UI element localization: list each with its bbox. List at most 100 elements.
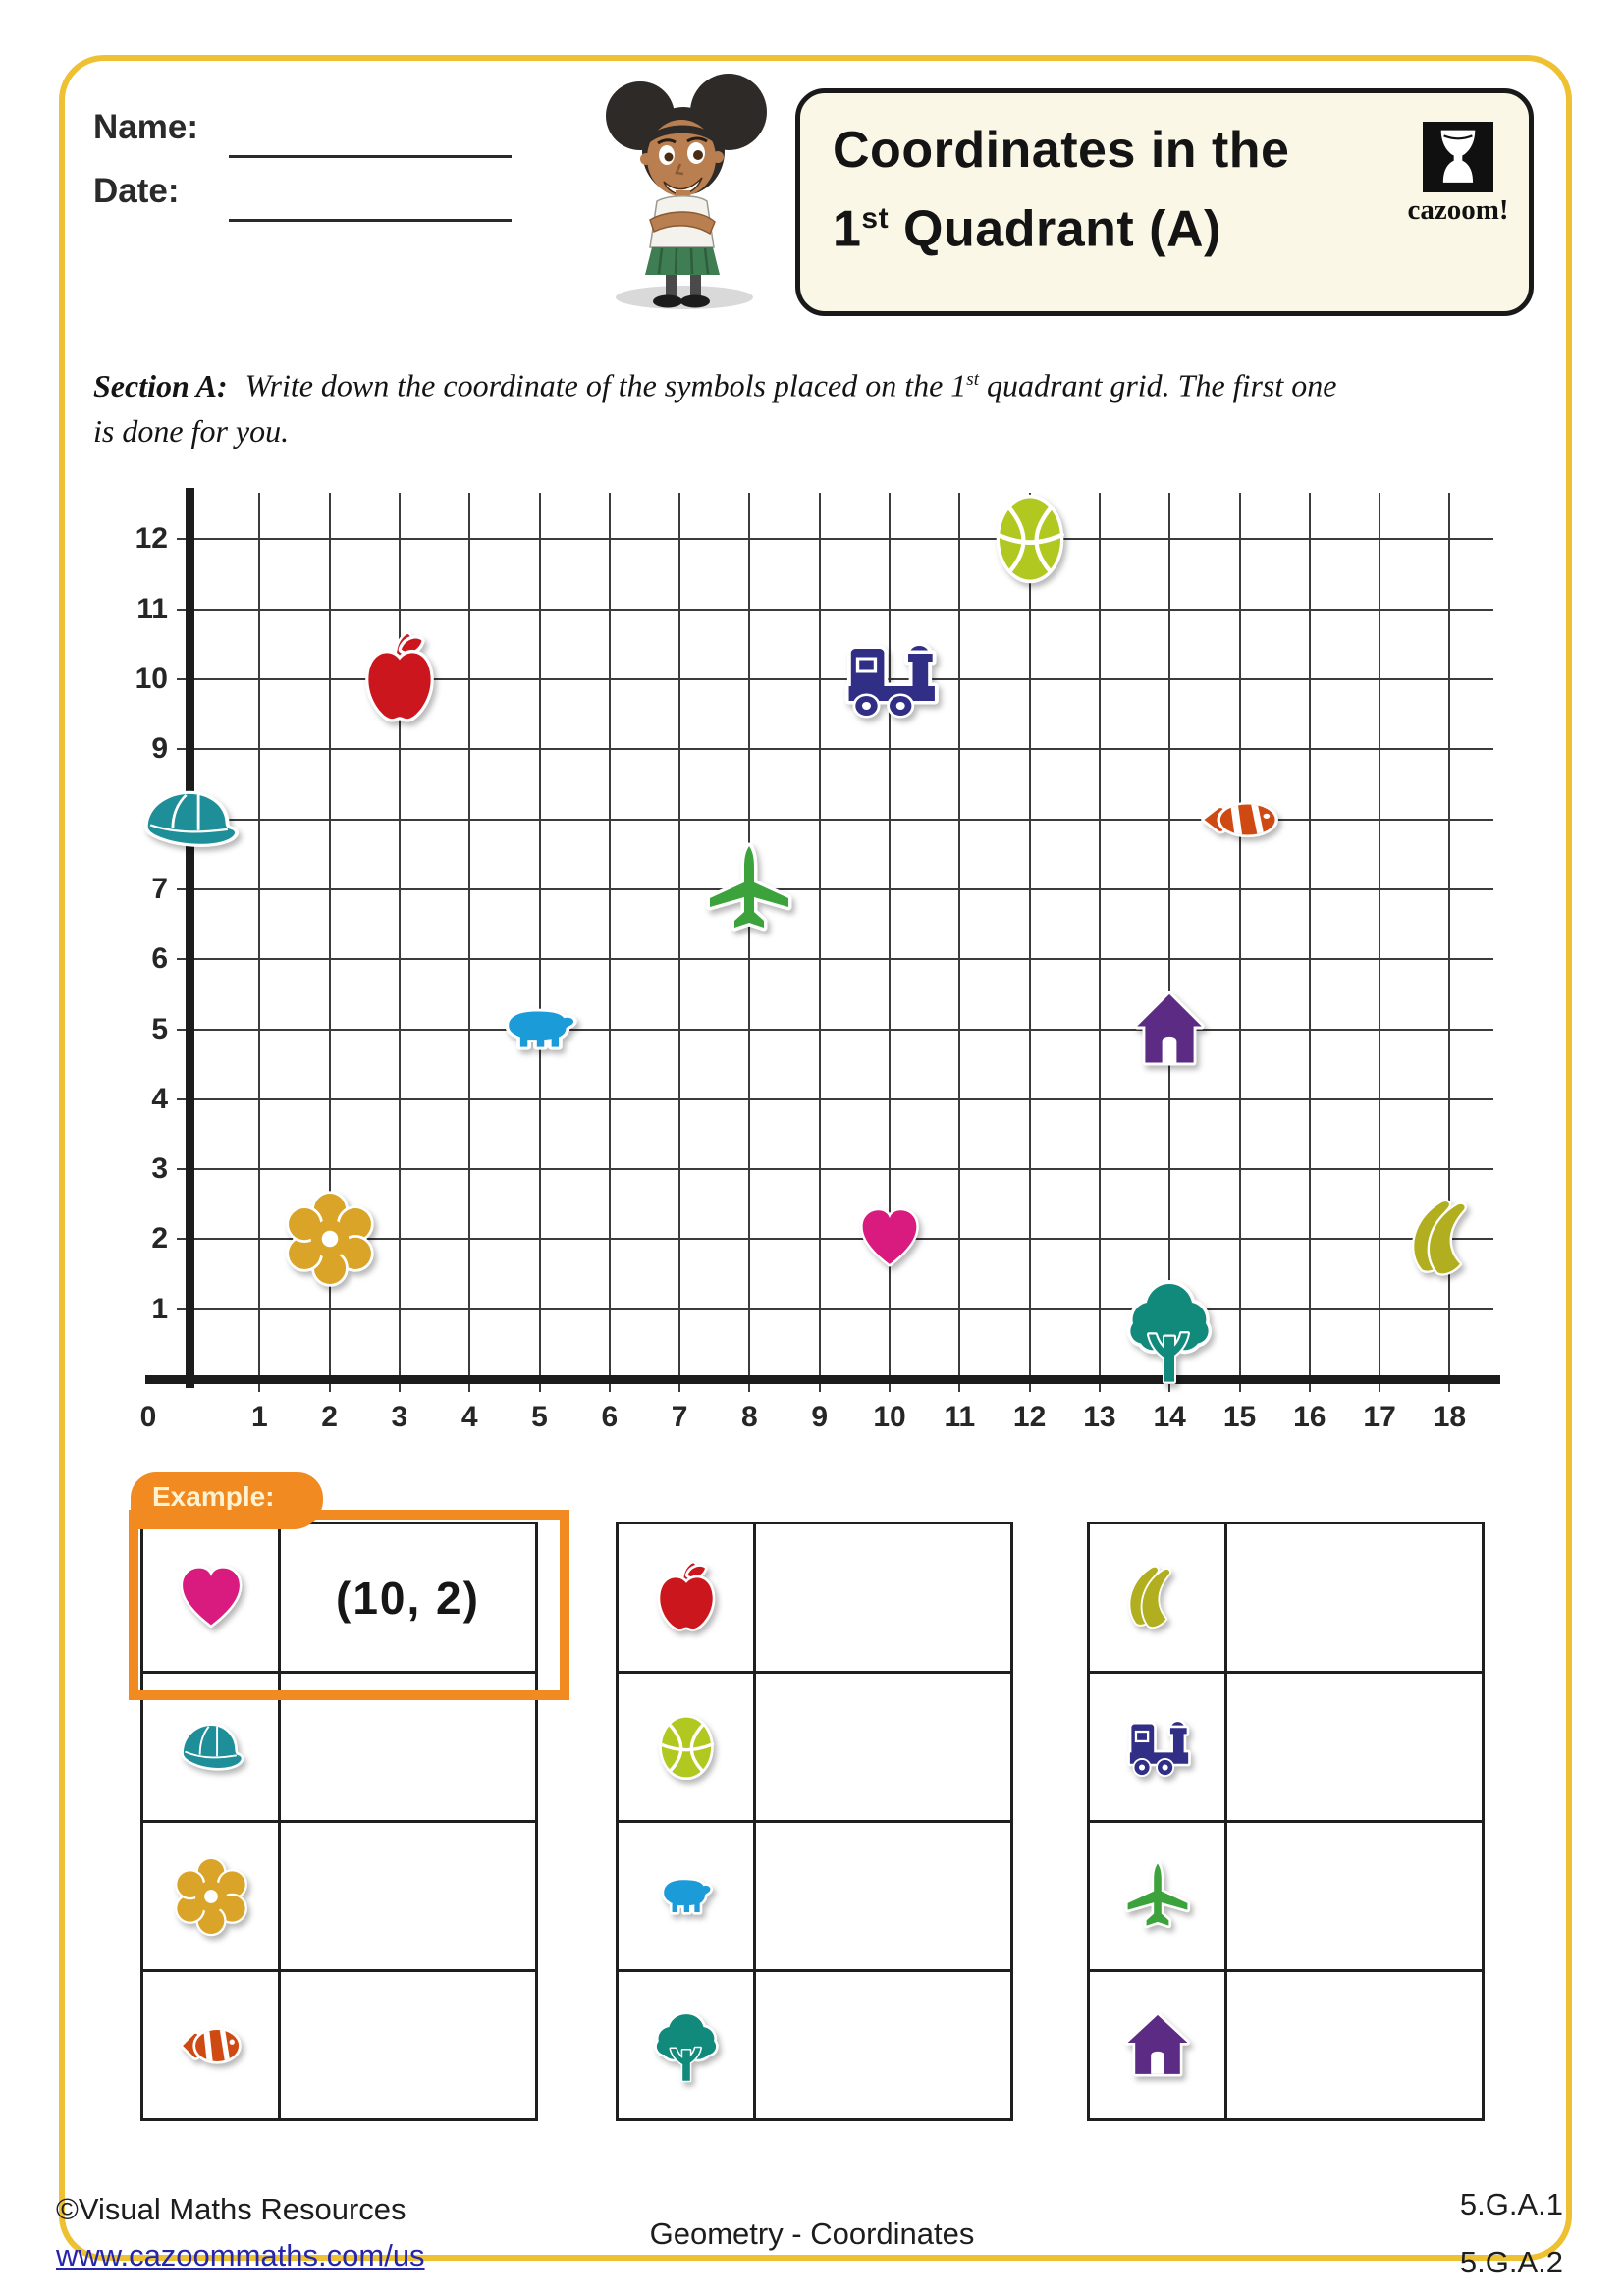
- tree-icon: [649, 2008, 724, 2083]
- flower-icon: [174, 1856, 248, 1936]
- gridline-vertical: [538, 493, 541, 1392]
- gridline-horizontal: [177, 818, 1493, 821]
- gridline-horizontal: [177, 1097, 1493, 1100]
- answer-cell[interactable]: [756, 1524, 1010, 1671]
- train-icon: [835, 630, 945, 728]
- symbol-cell: [1090, 1823, 1227, 1969]
- answer-cell[interactable]: [281, 1823, 535, 1969]
- house-icon: [1120, 2008, 1195, 2083]
- x-tick-label: 4: [460, 1401, 478, 1433]
- y-tick-label: 3: [151, 1152, 168, 1186]
- table-row: [1090, 1524, 1482, 1671]
- house-icon: [1129, 987, 1210, 1073]
- gridline-vertical: [1448, 493, 1451, 1392]
- answer-table-3: [1087, 1522, 1485, 2121]
- worksheet-title: Coordinates in the 1st Quadrant (A): [833, 122, 1290, 258]
- fish-icon: [174, 2008, 248, 2083]
- footer-credit: ©Visual Maths Resources: [56, 2192, 406, 2226]
- bear-icon: [649, 1859, 724, 1934]
- origin-label: 0: [139, 1401, 157, 1433]
- symbol-cell: [143, 1972, 281, 2118]
- basketball-icon: [649, 1710, 724, 1785]
- table-row: [143, 1969, 535, 2118]
- x-tick-label: 9: [811, 1401, 829, 1433]
- y-tick-label: 6: [151, 942, 168, 976]
- y-axis: [186, 488, 194, 1388]
- footer-standard-2: 5.G.A.2: [1459, 2245, 1563, 2279]
- name-line[interactable]: [229, 155, 512, 158]
- answer-cell[interactable]: [756, 1972, 1010, 2118]
- airplane-icon: [700, 840, 798, 938]
- x-tick-label: 13: [1083, 1401, 1116, 1433]
- symbol-cell: [619, 1823, 756, 1969]
- answer-cell[interactable]: [756, 1674, 1010, 1820]
- basketball-icon: [984, 488, 1076, 590]
- x-tick-label: 8: [741, 1401, 758, 1433]
- x-tick-label: 17: [1363, 1401, 1396, 1433]
- symbol-cell: [619, 1524, 756, 1671]
- footer-standard-1: 5.G.A.1: [1459, 2187, 1563, 2221]
- symbol-cell: [1090, 1972, 1227, 2118]
- answer-table-2: [616, 1522, 1013, 2121]
- answer-cell[interactable]: [756, 1823, 1010, 1969]
- x-axis: [145, 1375, 1500, 1384]
- gridline-vertical: [398, 493, 401, 1392]
- gridline-horizontal: [177, 608, 1493, 611]
- y-tick-label: 7: [151, 872, 168, 905]
- table-row: [619, 1969, 1010, 2118]
- gridline-horizontal: [177, 1238, 1493, 1241]
- y-tick-label: 10: [135, 663, 168, 695]
- flower-icon: [285, 1191, 375, 1288]
- gridline-vertical: [818, 493, 821, 1392]
- date-line[interactable]: [229, 219, 512, 222]
- cazoom-logo-icon: [1423, 122, 1493, 192]
- symbol-cell: [619, 1972, 756, 2118]
- answer-cell[interactable]: [1227, 1972, 1482, 2118]
- name-label: Name:: [93, 108, 198, 146]
- symbol-cell: [1090, 1674, 1227, 1820]
- fish-icon: [1193, 783, 1287, 856]
- cap-icon: [174, 1710, 248, 1785]
- x-tick-label: 3: [391, 1401, 408, 1433]
- y-tick-label: 11: [136, 592, 168, 625]
- table-row: [619, 1524, 1010, 1671]
- x-tick-label: 5: [531, 1401, 548, 1433]
- y-tick-label: 9: [151, 732, 168, 766]
- x-tick-label: 6: [601, 1401, 619, 1433]
- section-instruction: Section A: Write down the coordinate of t…: [93, 367, 1337, 449]
- answer-cell[interactable]: [281, 1972, 535, 2118]
- answer-cell[interactable]: [1227, 1674, 1482, 1820]
- banana-icon: [1120, 1561, 1195, 1635]
- answer-cell[interactable]: [1227, 1524, 1482, 1671]
- gridline-vertical: [608, 493, 611, 1392]
- symbol-cell: [619, 1674, 756, 1820]
- example-tab-label: Example:: [152, 1481, 275, 1512]
- gridline-vertical: [748, 493, 751, 1392]
- gridline-vertical: [1028, 493, 1031, 1392]
- table-row: [1090, 1969, 1482, 2118]
- answer-cell[interactable]: [281, 1674, 535, 1820]
- x-tick-label: 10: [873, 1401, 906, 1433]
- tree-icon: [1120, 1275, 1218, 1385]
- girl-illustration: [581, 63, 792, 315]
- table-row: [619, 1671, 1010, 1820]
- gridline-vertical: [1308, 493, 1311, 1392]
- apple-icon: [355, 631, 444, 727]
- footer-link[interactable]: www.cazoommaths.com/us: [56, 2238, 425, 2272]
- page-frame: [59, 55, 1572, 2261]
- gridline-horizontal: [177, 678, 1493, 680]
- gridline-vertical: [1238, 493, 1241, 1392]
- answer-cell[interactable]: [1227, 1823, 1482, 1969]
- heart-icon: [854, 1203, 925, 1274]
- gridline-vertical: [328, 493, 331, 1392]
- gridline-horizontal: [177, 538, 1493, 541]
- y-tick-label: 1: [151, 1292, 168, 1325]
- x-tick-label: 12: [1012, 1401, 1047, 1433]
- x-tick-label: 7: [671, 1401, 688, 1433]
- gridline-vertical: [258, 493, 261, 1392]
- symbol-cell: [1090, 1524, 1227, 1671]
- gridline-vertical: [468, 493, 471, 1392]
- date-label: Date:: [93, 172, 180, 210]
- answer-table-1: (10, 2): [140, 1522, 538, 2121]
